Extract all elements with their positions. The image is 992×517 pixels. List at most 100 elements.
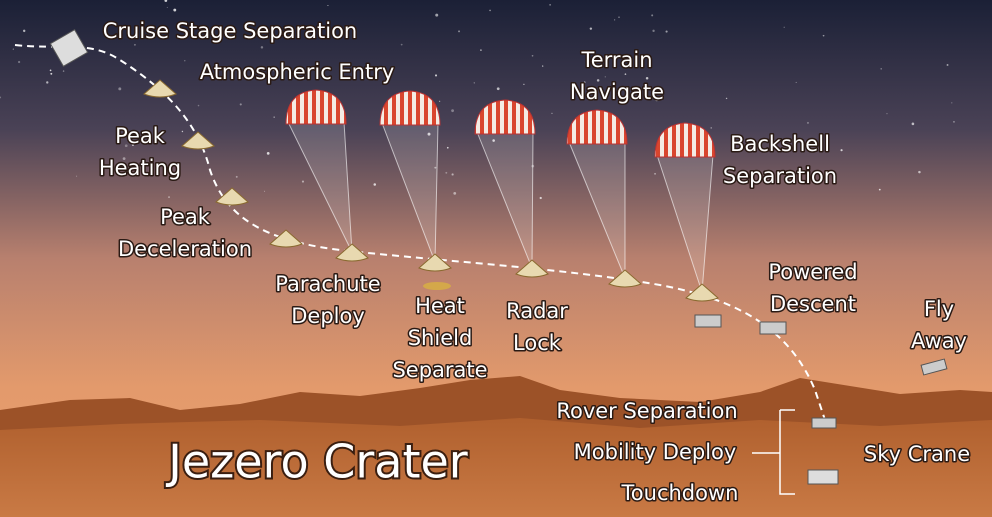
star	[652, 30, 654, 32]
star	[840, 149, 842, 151]
star	[302, 180, 304, 182]
star	[879, 189, 881, 191]
rover	[808, 470, 838, 484]
step-label: Sky Crane	[864, 442, 970, 466]
step-label: Peak	[115, 124, 166, 148]
star	[618, 16, 620, 18]
star	[784, 27, 785, 28]
star	[13, 48, 14, 49]
rover	[760, 322, 786, 334]
star	[625, 73, 627, 75]
star	[796, 82, 797, 83]
star	[953, 121, 955, 123]
step-label: Backshell	[730, 132, 830, 156]
step-label: Touchdown	[621, 481, 739, 505]
step-label: Fly	[924, 297, 954, 321]
star	[198, 105, 200, 107]
step-label: Radar	[506, 299, 568, 323]
star	[401, 44, 403, 46]
star	[274, 116, 275, 117]
star	[435, 74, 437, 76]
star	[880, 68, 881, 69]
star	[480, 49, 482, 51]
star	[540, 197, 542, 199]
step-label: Atmospheric Entry	[200, 60, 395, 84]
star	[261, 46, 263, 48]
star	[184, 60, 185, 61]
step-label: Shield	[408, 326, 473, 350]
star	[947, 64, 949, 66]
star	[173, 9, 176, 12]
star	[374, 183, 377, 186]
star	[63, 70, 64, 71]
step-label: Heat	[415, 294, 465, 318]
star	[447, 147, 449, 149]
step-label: Powered	[768, 260, 857, 284]
step-label: Away	[911, 329, 967, 353]
step-label: Deploy	[291, 304, 365, 328]
heat-shield	[423, 282, 451, 290]
star	[439, 101, 440, 102]
step-label: Descent	[770, 292, 856, 316]
star	[497, 87, 500, 90]
star	[918, 171, 920, 173]
star	[327, 5, 328, 6]
star	[167, 7, 168, 8]
star	[614, 19, 615, 20]
star	[532, 55, 534, 57]
step-label: Cruise Stage Separation	[103, 19, 358, 43]
star	[549, 4, 551, 6]
step-label: Parachute	[275, 272, 380, 296]
step-label: Deceleration	[118, 237, 252, 261]
edl-diagram: Cruise Stage Separation Atmospheric Entry…	[0, 0, 992, 517]
star	[118, 87, 121, 90]
star	[18, 61, 20, 63]
star	[168, 196, 170, 198]
star	[651, 14, 653, 16]
star	[590, 27, 592, 29]
star	[886, 113, 887, 114]
star	[474, 82, 475, 83]
star	[50, 70, 52, 72]
star	[807, 122, 809, 124]
star	[726, 98, 727, 99]
star	[654, 173, 655, 174]
star	[134, 44, 136, 46]
star	[435, 14, 438, 17]
step-label: Separation	[723, 164, 837, 188]
star	[451, 109, 454, 112]
step-label: Heating	[99, 156, 181, 180]
star	[523, 84, 524, 85]
star	[458, 30, 460, 32]
step-label: Mobility Deploy	[574, 440, 737, 464]
star	[264, 191, 265, 192]
star	[666, 31, 668, 33]
star	[452, 173, 454, 175]
star	[76, 176, 77, 177]
star	[823, 35, 825, 37]
step-label: Terrain	[580, 48, 652, 72]
star	[551, 113, 552, 114]
step-label: Peak	[160, 205, 211, 229]
star	[489, 10, 491, 12]
page: {"title": "Jezero Crater", "labels": [ {…	[0, 0, 992, 517]
star	[453, 192, 456, 195]
star	[267, 152, 270, 155]
step-label: Separate	[392, 358, 487, 382]
step-label: Navigate	[570, 80, 664, 104]
crater-floor	[0, 418, 992, 517]
star	[236, 176, 238, 178]
star	[50, 73, 52, 75]
star	[951, 102, 952, 103]
sky-crane	[812, 418, 836, 428]
star	[542, 65, 543, 66]
rover	[695, 315, 721, 327]
star	[445, 172, 447, 174]
star	[240, 103, 242, 105]
star	[605, 76, 606, 77]
crater-name: Jezero Crater	[165, 435, 468, 489]
star	[182, 131, 183, 132]
step-label: Rover Separation	[556, 399, 737, 423]
step-label: Lock	[513, 331, 562, 355]
star	[23, 30, 25, 32]
